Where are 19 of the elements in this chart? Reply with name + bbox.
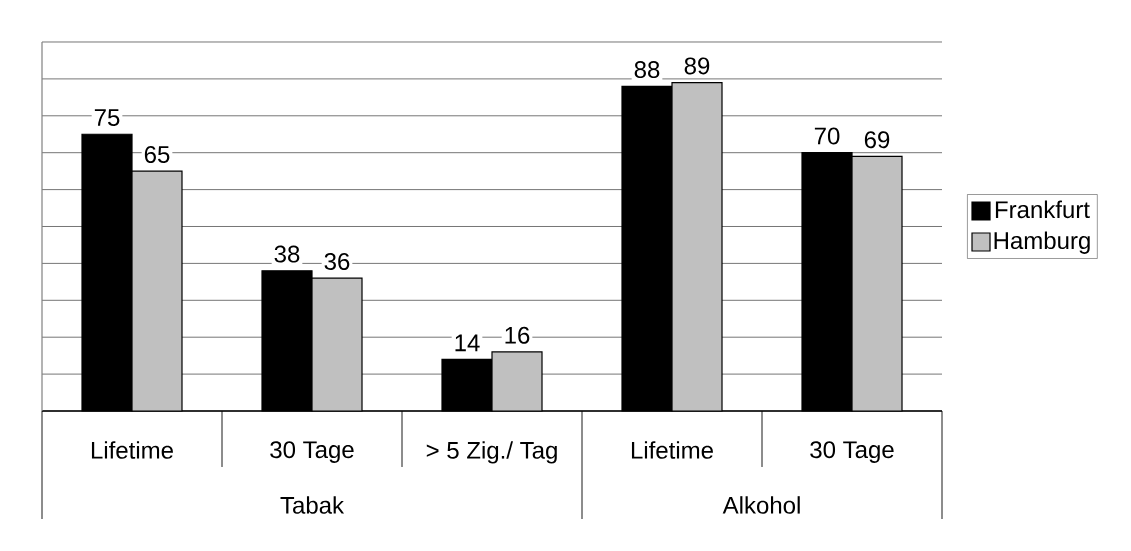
data-label: 16 (505, 326, 530, 344)
data-label: 88 (634, 61, 660, 79)
data-label: 38 (274, 245, 300, 263)
legend-label: Hamburg (994, 231, 1090, 254)
x-tick-label: Lifetime (631, 441, 713, 459)
x-tick-label: > 5 Zig./ Tag (426, 441, 557, 464)
data-label: 36 (324, 252, 350, 270)
data-label: 70 (814, 127, 840, 145)
data-label: 65 (144, 145, 170, 163)
text: Tabak (280, 496, 345, 514)
x-tick-label: Lifetime (91, 441, 173, 459)
data-label: 69 (864, 131, 890, 149)
legend-label: Frankfurt (995, 200, 1090, 219)
data-label: 89 (684, 57, 710, 75)
text: Alkohol (722, 496, 800, 514)
data-label: 14 (455, 334, 480, 352)
x-tick-label: 30 Tage (810, 441, 894, 463)
x-tick-label: 30 Tage (270, 441, 354, 463)
data-label: 75 (94, 109, 120, 127)
